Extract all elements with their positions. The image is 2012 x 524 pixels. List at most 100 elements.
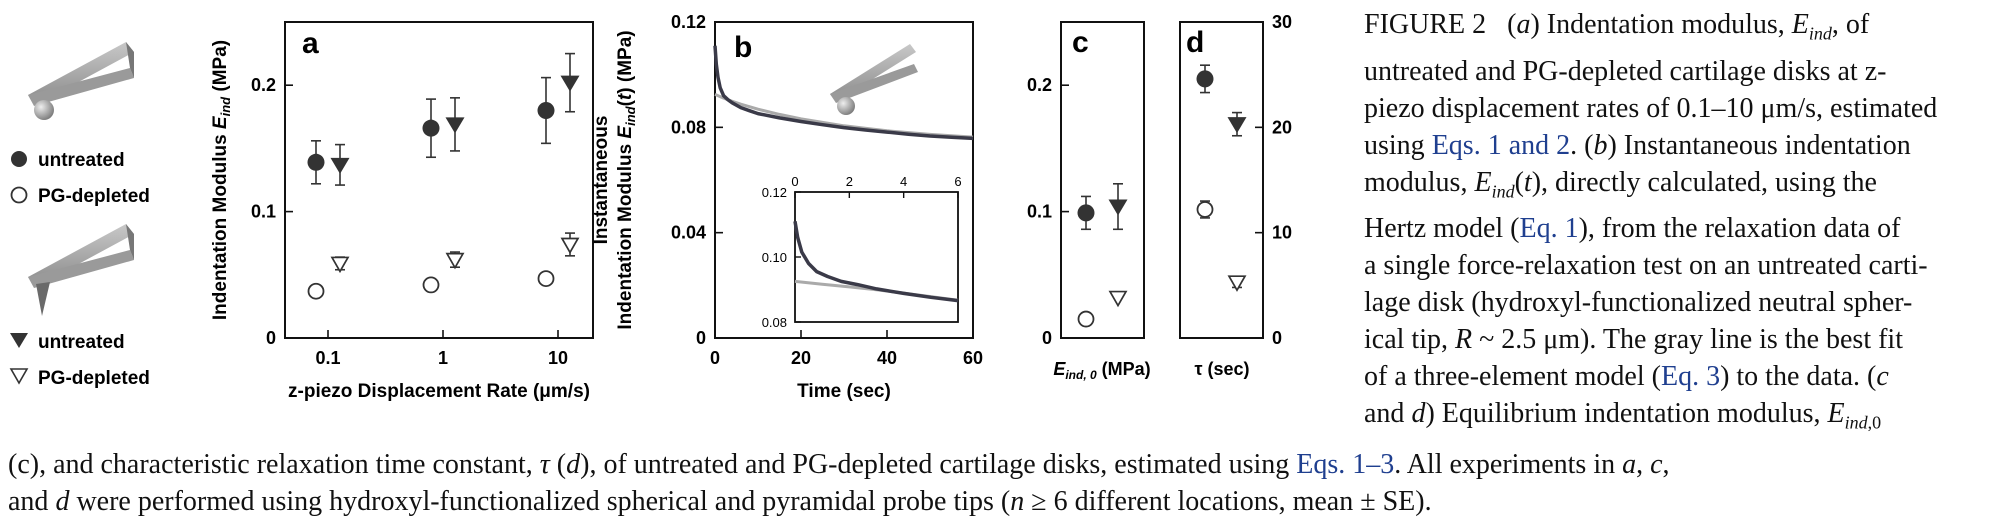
panel-a-point [422,119,440,137]
caption-line: untreated and PG-depleted cartilage disk… [1364,55,1887,87]
panel-c-y-ticks: 0 0.1 0.2 [1027,75,1069,348]
panel-d-x-axis-label: τ (sec) [1194,359,1249,379]
panel-b-inset-frame [794,191,959,323]
panel-a-x-tick-label: 10 [548,348,568,368]
panel-d-point [1196,70,1214,88]
panel-b-y-tick-label: 0.04 [671,223,706,243]
panel-b-inset-lines [793,221,959,303]
legend-spherical-tip: untreated PG-depleted [10,42,150,207]
panel-b-inset-x-tick-label: 4 [900,174,907,189]
panel-c-point [1077,204,1095,222]
panel-c: c 0 0.1 0.2 Eind, 0 (MPa) [1027,21,1151,382]
caption-figure-label: FIGURE 2 [1364,9,1487,40]
panel-a-point [537,101,555,119]
panel-c-point [1077,310,1095,328]
panel-b-inset-y-tick-label: 0.10 [762,250,787,265]
panel-b-inset-y-tick-label: 0.12 [762,185,787,200]
panel-c-x-axis-label: Eind, 0 (MPa) [1053,359,1150,382]
panel-c-letter: c [1072,26,1089,59]
legend-spherical-untreated-label: untreated [38,150,125,171]
panel-d-y-tick-label: 10 [1272,223,1292,243]
panel-b: b 0 0.04 0.08 0.12 0 20 40 60 0 2 4 6 0.08 0.10 0.12… [591,12,983,402]
caption-line: and d) Equilibrium indentation modulus, … [1364,398,1882,433]
legend-filled-circle-marker [11,151,27,167]
panel-a-y-tick-label: 0 [266,328,276,348]
panel-d-y-tick-label: 0 [1272,328,1282,348]
panel-b-inset: 0 2 4 6 0.08 0.10 0.12 [762,174,962,330]
legend-pyramidal-untreated-label: untreated [38,332,125,353]
caption-right-block: FIGURE 2 (a) Indentation modulus, Eind, … [1364,6,2000,442]
panel-b-frame [714,21,974,339]
panel-d: d 0 10 20 30 τ (sec) [1179,12,1292,379]
panel-a-point [560,237,580,255]
panel-b-x-axis-label: Time (sec) [797,381,891,402]
panel-a-y-ticks: 0 0.1 0.2 [251,75,293,348]
panel-b-y-tick-label: 0.08 [671,117,706,137]
spherical-cantilever-icon [28,42,134,120]
panel-d-markers [1196,64,1247,292]
panel-a-x-ticks: 0.1 1 10 [315,330,568,368]
panel-b-inset-ticks: 0 2 4 6 0.08 0.10 0.12 [762,174,962,330]
caption-line: of a three-element model (Eq. 3) to the … [1364,361,1889,393]
panel-b-y-ticks: 0 0.04 0.08 0.12 [671,12,723,348]
caption-line: using Eqs. 1 and 2. (b) Instantaneous in… [1364,129,1911,161]
panel-a-x-axis-label: z-piezo Displacement Rate (μm/s) [288,381,590,402]
panel-c-y-tick-label: 0 [1042,328,1052,348]
panel-b-inset-x-tick-label: 2 [846,174,853,189]
panel-b-inset-x-tick-label: 0 [791,174,798,189]
caption-line: (c), and characteristic relaxation time … [8,449,1670,480]
panel-b-x-ticks: 0 20 40 60 [710,330,983,368]
caption-line: modulus, Eind(t), directly calculated, u… [1364,166,1877,202]
panel-a-point [560,75,580,92]
panel-d-frame [1179,21,1264,339]
panel-a-point [307,282,325,300]
panel-c-point [1108,199,1128,216]
panel-a-point [307,153,325,171]
panel-b-y-tick-label: 0 [696,328,706,348]
panel-a-y-tick-label: 0.2 [251,75,276,95]
pyramidal-cantilever-icon [28,224,134,316]
panel-d-point [1227,117,1247,134]
panel-a-y-axis-label: Indentation Modulus Eind (MPa) [210,40,233,320]
panel-d-point [1227,275,1247,292]
panel-b-data-line [713,45,974,141]
panel-b-x-tick-label: 20 [791,348,811,368]
legend-open-triangle-marker [9,368,29,385]
caption-line: and d were performed using hydroxyl-func… [8,486,1432,517]
caption-line: Hertz model (Eq. 1), from the relaxation… [1364,213,1901,245]
panel-a-point [445,252,465,270]
legend-open-circle-marker [10,186,28,204]
legend-spherical-pg-label: PG-depleted [38,186,150,207]
caption-bottom-block: (c), and characteristic relaxation time … [8,446,2000,520]
panel-b-y-axis-label-line1: Instantaneous [591,116,612,245]
panel-b-y-axis-label-line2: Indentation Modulus Eind(t) (MPa) [615,30,638,329]
panel-b-inset-y-tick-label: 0.08 [762,315,787,330]
panel-a-point [330,157,350,174]
caption-line: a single force-relaxation test on an unt… [1364,250,1928,282]
panel-a-x-tick-label: 0.1 [315,348,340,368]
panel-b-x-tick-label: 40 [877,348,897,368]
panel-c-markers [1077,182,1128,328]
panel-b-letter: b [734,31,752,64]
panel-a-y-tick-label: 0.1 [251,202,276,222]
panel-b-lines [713,45,974,141]
caption-line: piezo displacement rates of 0.1–10 μm/s,… [1364,92,1938,124]
legend-pyramidal-tip: untreated PG-depleted [9,224,150,389]
legend-pyramidal-pg-label: PG-depleted [38,368,150,389]
panel-b-y-tick-label: 0.12 [671,12,706,32]
panel-d-point [1196,201,1214,218]
panel-b-x-tick-label: 0 [710,348,720,368]
caption-line: lage disk (hydroxyl-functionalized neutr… [1364,287,1913,319]
panel-b-cantilever-icon [830,44,918,115]
panel-a-markers [307,52,580,300]
panel-d-y-tick-label: 20 [1272,117,1292,137]
panel-a-frame [284,21,594,339]
panel-a-point [445,117,465,134]
panel-a-x-tick-label: 1 [438,348,448,368]
panel-c-y-tick-label: 0.1 [1027,202,1052,222]
panel-c-point [1108,290,1128,308]
panel-a: a 0 0.1 0.2 0.1 1 10 z-piezo Displacement Ra… [210,21,594,402]
panel-b-inset-x-tick-label: 6 [954,174,961,189]
panel-a-point [422,276,440,294]
